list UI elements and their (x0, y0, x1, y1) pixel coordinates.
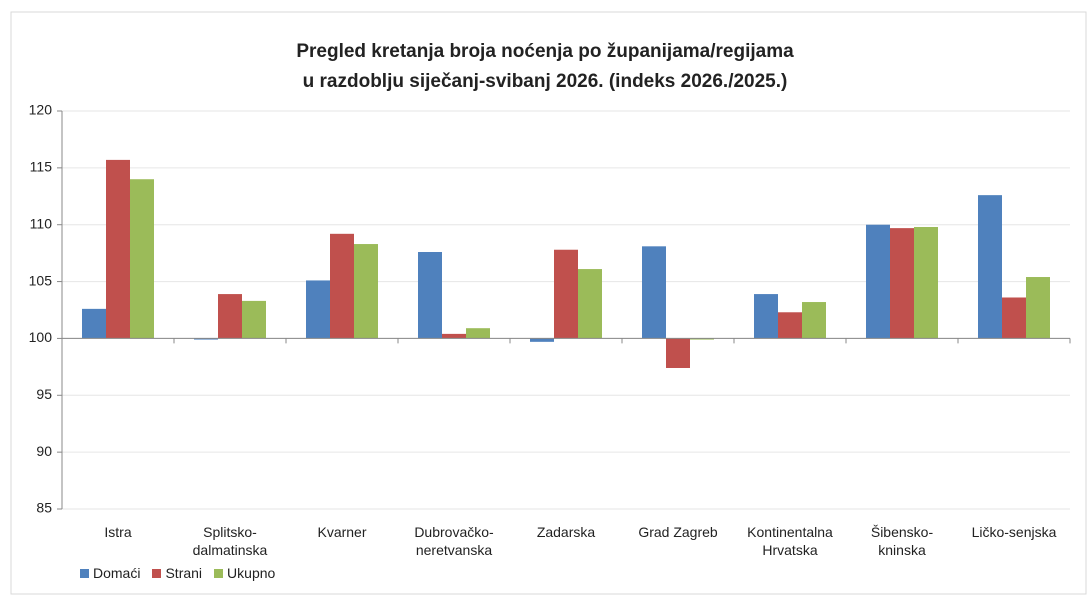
legend-label: Domaći (93, 565, 141, 581)
bar (666, 338, 690, 368)
bar (1002, 297, 1026, 339)
bar (330, 233, 354, 339)
y-tick-label: 105 (29, 272, 53, 288)
chart-title: u razdoblju siječanj-svibanj 2026. (inde… (303, 71, 788, 92)
legend-swatch (152, 568, 162, 578)
bar (418, 252, 442, 339)
x-tick-label: Grad Zagreb (638, 524, 718, 540)
x-tick-label: Kvarner (317, 524, 367, 540)
bar (130, 179, 154, 339)
bar (690, 338, 714, 340)
bar (442, 333, 466, 339)
y-tick-label: 115 (30, 159, 53, 175)
bar (978, 195, 1002, 339)
x-tick-label: Istra (104, 524, 132, 540)
bar (754, 294, 778, 339)
legend-label: Strani (165, 565, 203, 581)
legend: Domaći Strani Ukupno (80, 565, 287, 581)
bar (218, 294, 242, 339)
legend-item: Strani (152, 565, 202, 581)
legend-item: Domaći (80, 565, 140, 581)
x-tick-label: Kontinentalna Hrvatska (747, 524, 833, 558)
bar (306, 280, 330, 339)
legend-label: Ukupno (227, 565, 276, 581)
legend-item: Ukupno (214, 565, 275, 581)
bar (802, 302, 826, 339)
bar (242, 300, 266, 339)
chart-title: Pregled kretanja broja noćenja po župani… (296, 41, 794, 62)
bar (82, 308, 106, 339)
x-tick-label: Šibensko-kninska (870, 524, 934, 558)
legend-swatch (214, 568, 224, 578)
bar (530, 338, 554, 342)
bar (866, 224, 890, 339)
y-tick-label: 120 (29, 102, 53, 118)
bar (466, 328, 490, 339)
bar (642, 246, 666, 339)
bar (778, 312, 802, 339)
x-tick-label: Ličko-senjska (971, 524, 1057, 540)
y-tick-label: 100 (29, 329, 53, 345)
bar (578, 269, 602, 339)
y-tick-label: 110 (30, 215, 53, 231)
bar (194, 338, 218, 340)
x-tick-label: Splitsko-dalmatinska (192, 524, 268, 558)
bar (106, 159, 130, 339)
bar (914, 226, 938, 339)
legend-swatch (80, 568, 89, 578)
x-tick-label: Dubrovačko-neretvanska (414, 524, 494, 558)
bar (1026, 277, 1050, 339)
bar (554, 249, 578, 339)
bar (890, 228, 914, 339)
y-tick-label: 90 (36, 443, 52, 459)
y-tick-label: 95 (36, 386, 52, 402)
bar (354, 244, 378, 339)
x-tick-label: Zadarska (536, 524, 596, 540)
y-tick-label: 85 (36, 500, 52, 516)
